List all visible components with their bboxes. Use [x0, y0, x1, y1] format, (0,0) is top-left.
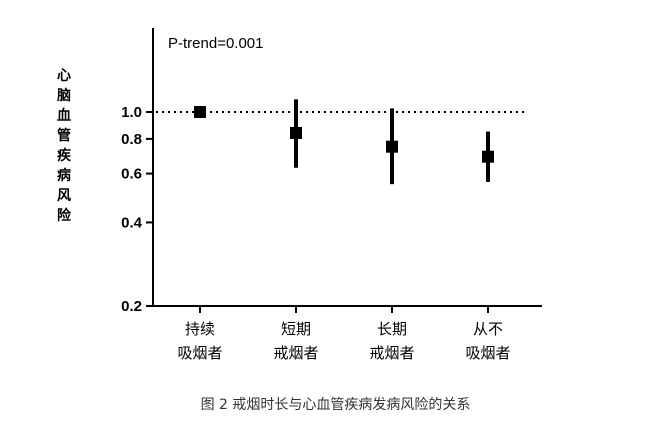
y-tick-label-2: 0.6 — [121, 166, 142, 183]
y-axis-label-char-3: 管 — [57, 127, 71, 144]
y-axis-label-char-1: 脑 — [57, 87, 71, 104]
category-label-3-line2: 吸烟者 — [465, 344, 510, 362]
y-axis-label-char-4: 疾 — [57, 147, 72, 164]
category-label-1-line2: 戒烟者 — [273, 344, 318, 362]
category-label-2-line1: 长期 — [377, 320, 407, 338]
y-axis-label-char-7: 险 — [57, 207, 72, 224]
p-trend-annotation: P-trend=0.001 — [168, 35, 264, 52]
point-marker-0 — [194, 106, 206, 118]
category-label-3-line1: 从不 — [473, 320, 503, 338]
figure-caption: 图 2 戒烟时长与心血管疾病发病风险的关系 — [200, 397, 471, 413]
y-axis-label-char-0: 心 — [57, 68, 71, 84]
y-axis-label-char-6: 风 — [57, 188, 71, 204]
y-tick-label-0: 0.2 — [121, 298, 142, 315]
category-label-0-line1: 持续 — [185, 320, 215, 338]
y-ticks: 0.2 0.4 0.6 0.8 1.0 — [121, 104, 153, 315]
y-tick-label-3: 0.8 — [121, 131, 142, 148]
y-axis-label-char-2: 血 — [57, 107, 71, 124]
category-label-1-line1: 短期 — [281, 320, 311, 338]
point-marker-2 — [386, 140, 398, 153]
category-label-0-line2: 吸烟者 — [177, 344, 222, 362]
point-marker-1 — [290, 127, 302, 140]
y-tick-label-1: 0.4 — [121, 214, 143, 231]
y-axis-label-char-5: 病 — [57, 167, 71, 184]
category-label-2-line2: 戒烟者 — [369, 344, 414, 362]
data-points — [194, 99, 494, 185]
point-marker-3 — [482, 150, 494, 163]
y-tick-label-4: 1.0 — [121, 104, 142, 121]
x-ticks — [199, 306, 489, 313]
